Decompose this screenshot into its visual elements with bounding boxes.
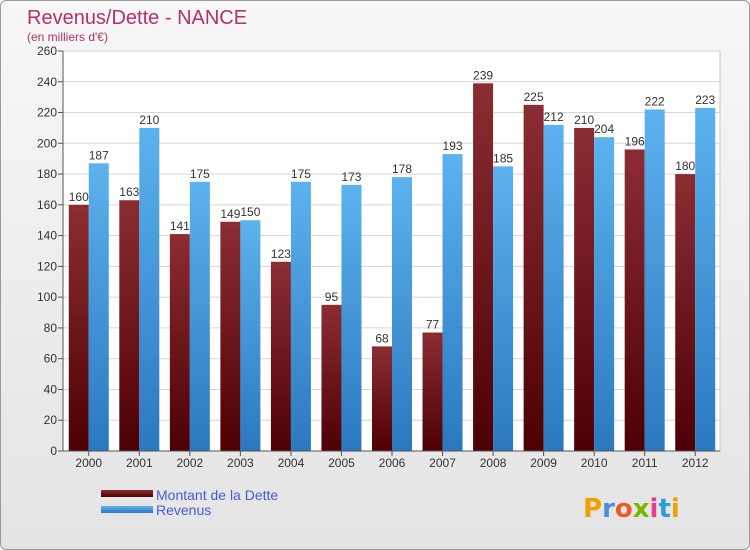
axis-ticks: 0 20 40 60 80 100 120 140 160 180 200 220 240 260 2000… [37,44,720,470]
y-tick-label: 140 [37,229,57,243]
y-tick-label: 60 [44,352,58,366]
bar-dette [422,332,443,451]
x-tick-label: 2008 [480,456,507,470]
value-label-revenus: 210 [139,113,159,127]
x-tick-label: 2000 [75,456,102,470]
value-label-revenus: 212 [544,110,564,124]
bar-revenus [493,166,514,451]
value-label-revenus: 185 [493,151,513,165]
bar-revenus [88,163,109,452]
value-label-dette: 210 [574,113,594,127]
bars-group [68,83,716,452]
bar-revenus [392,177,412,451]
x-tick-label: 2002 [176,456,203,470]
y-tick-label: 120 [37,259,57,273]
value-label-dette: 68 [375,331,389,345]
value-label-revenus: 187 [89,148,109,162]
bar-dette [321,304,342,451]
y-tick-label: 260 [37,44,57,58]
bar-revenus [189,181,210,451]
bar-dette [675,174,696,452]
bar-dette [169,234,190,451]
bar-dette [523,104,544,451]
x-tick-label: 2005 [328,456,355,470]
value-label-revenus: 193 [443,139,463,153]
value-label-revenus: 222 [645,94,665,108]
value-label-dette: 149 [220,207,240,221]
y-tick-label: 40 [44,382,58,396]
value-label-dette: 239 [473,68,493,82]
bar-dette [372,346,392,451]
legend-swatch-dette [101,490,153,497]
y-tick-label: 100 [37,290,57,304]
bar-dette [270,261,291,451]
y-tick-label: 240 [37,75,57,89]
bar-revenus [442,154,463,452]
value-label-dette: 160 [69,190,89,204]
value-label-revenus: 173 [341,170,361,184]
value-label-dette: 196 [625,134,645,148]
value-label-dette: 77 [426,318,440,332]
value-label-dette: 225 [524,90,544,104]
bar-revenus [341,184,362,451]
y-tick-label: 180 [37,167,57,181]
x-tick-label: 2003 [227,456,254,470]
legend-label-revenus: Revenus [156,502,211,518]
x-tick-label: 2010 [581,456,608,470]
value-label-revenus: 204 [594,122,614,136]
x-tick-label: 2012 [682,456,709,470]
legend-label-dette: Montant de la Dette [156,487,278,503]
bar-dette [624,149,645,451]
bar-dette [574,127,595,451]
value-label-revenus: 175 [291,167,311,181]
value-label-dette: 141 [170,219,190,233]
y-tick-label: 80 [44,321,58,335]
bar-dette [473,83,494,452]
chart-subtitle: (en milliers d'€) [27,30,108,44]
chart-title: Revenus/Dette - NANCE [27,7,247,29]
value-label-revenus: 150 [240,205,260,219]
x-tick-label: 2009 [530,456,557,470]
bar-revenus [290,181,311,451]
bar-revenus [543,124,564,451]
bar-dette [119,200,140,451]
value-label-dette: 180 [675,159,695,173]
bar-revenus [139,127,160,451]
bar-revenus [240,220,261,451]
x-tick-label: 2011 [632,456,658,470]
x-tick-label: 2004 [278,456,305,470]
bar-revenus [594,137,615,451]
bar-dette [220,221,241,451]
value-label-dette: 163 [119,185,139,199]
y-tick-label: 20 [44,413,58,427]
y-tick-label: 160 [37,198,57,212]
value-label-dette: 123 [271,247,291,261]
bar-dette [68,204,89,451]
x-tick-label: 2007 [429,456,456,470]
value-label-dette: 95 [325,290,339,304]
bar-revenus [644,109,665,451]
value-label-revenus: 178 [392,162,412,176]
y-tick-label: 220 [37,106,57,120]
y-tick-label: 200 [37,136,57,150]
value-label-revenus: 175 [190,167,210,181]
value-labels: 160 187 163 210 141 175 149 150 123 175 95 173 68 178… [69,68,716,345]
x-tick-label: 2001 [126,456,153,470]
value-label-revenus: 223 [695,93,715,107]
y-tick-label: 0 [50,444,57,458]
x-tick-label: 2006 [379,456,406,470]
bar-revenus [695,107,716,451]
legend-swatch-revenus [101,506,153,513]
proxiti-logo: Proxiti [583,494,680,524]
